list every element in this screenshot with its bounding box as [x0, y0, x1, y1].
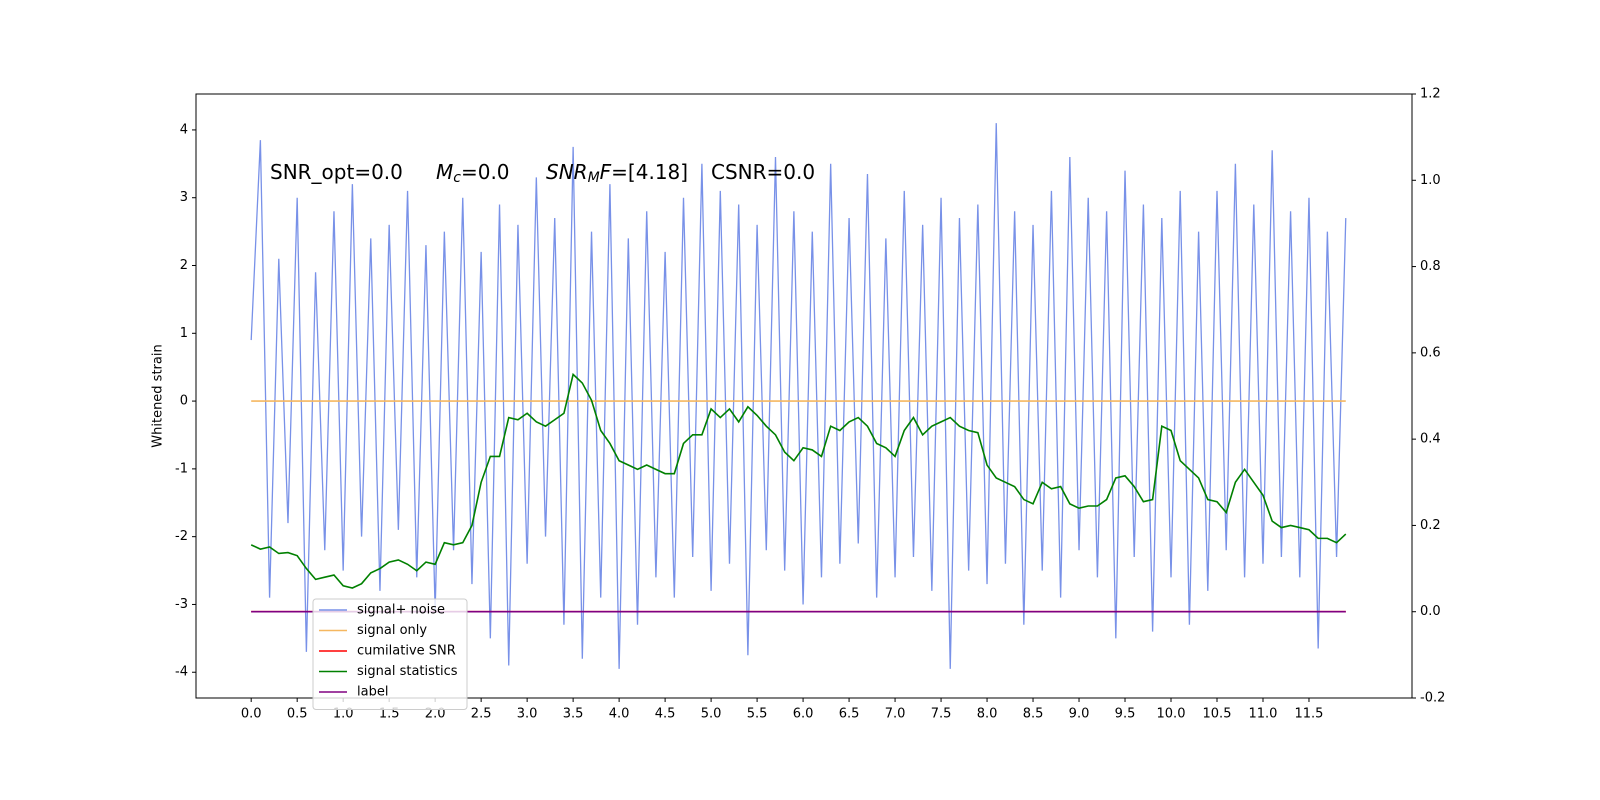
annotation-symbol: M — [436, 160, 453, 184]
x-tick-label: 5.0 — [701, 707, 722, 722]
x-tick-label: 2.5 — [471, 707, 492, 722]
x-tick-label: 3.0 — [517, 707, 538, 722]
y-tick-label: -4 — [175, 665, 188, 680]
y-axis-label: Whitened strain — [151, 344, 166, 447]
legend-label: signal statistics — [357, 664, 458, 679]
annotation: SNRMF=[4.18] — [546, 160, 688, 187]
x-tick-label: 10.0 — [1157, 707, 1186, 722]
x-tick-label: 5.5 — [747, 707, 768, 722]
legend-label: label — [357, 685, 388, 700]
y-tick-label: 1 — [180, 326, 188, 341]
legend-label: cumilative SNR — [357, 644, 456, 659]
y-tick-label: 2 — [180, 258, 188, 273]
x-tick-label: 7.5 — [931, 707, 952, 722]
annotation-text: CSNR=0.0 — [711, 160, 815, 184]
y2-tick-label: 0.4 — [1420, 432, 1441, 447]
legend-label: signal only — [357, 623, 427, 638]
annotation: CSNR=0.0 — [711, 160, 815, 184]
y2-tick-label: -0.2 — [1420, 691, 1445, 706]
x-tick-label: 7.0 — [885, 707, 906, 722]
y2-tick-label: 1.0 — [1420, 173, 1441, 188]
x-tick-label: 2.0 — [425, 707, 446, 722]
y2-tick-label: 0.6 — [1420, 345, 1441, 360]
x-tick-label: 8.5 — [1023, 707, 1044, 722]
y-tick-label: 0 — [180, 394, 188, 409]
annotation-symbol: SNR — [546, 160, 588, 184]
y-tick-label: -2 — [175, 529, 188, 544]
x-tick-label: 11.5 — [1295, 707, 1324, 722]
annotation-text: SNR_opt=0.0 — [270, 160, 403, 184]
x-tick-label: 11.0 — [1249, 707, 1278, 722]
x-tick-label: 8.0 — [977, 707, 998, 722]
annotation-symbol: F — [600, 160, 612, 184]
annotation-text: =0.0 — [461, 160, 510, 184]
plot-frame — [195, 93, 1413, 699]
annotation-subscript: M — [588, 170, 600, 186]
x-tick-label: 6.5 — [839, 707, 860, 722]
x-tick-label: 3.5 — [563, 707, 584, 722]
x-tick-label: 9.5 — [1115, 707, 1136, 722]
y2-tick-label: 1.2 — [1420, 87, 1441, 102]
y-tick-label: -1 — [175, 461, 188, 476]
x-tick-label: 0.5 — [287, 707, 308, 722]
x-tick-label: 1.5 — [379, 707, 400, 722]
y-tick-label: 4 — [180, 122, 188, 137]
series-line — [250, 123, 1347, 669]
annotation-text: =[4.18] — [611, 160, 688, 184]
x-tick-label: 4.5 — [655, 707, 676, 722]
x-tick-label: 0.0 — [241, 707, 262, 722]
y2-tick-label: 0.8 — [1420, 259, 1441, 274]
annotation: SNR_opt=0.0 — [270, 160, 403, 184]
x-tick-label: 1.0 — [333, 707, 354, 722]
y-tick-label: -3 — [175, 597, 188, 612]
annotation-subscript: c — [453, 170, 461, 186]
annotation: Mc=0.0 — [436, 160, 510, 187]
y2-tick-label: 0.0 — [1420, 604, 1441, 619]
y-tick-label: 3 — [180, 190, 188, 205]
legend-label: signal+ noise — [357, 603, 445, 618]
x-tick-label: 10.5 — [1203, 707, 1232, 722]
x-tick-label: 9.0 — [1069, 707, 1090, 722]
x-tick-label: 4.0 — [609, 707, 630, 722]
y2-tick-label: 0.2 — [1420, 518, 1441, 533]
series-line — [250, 372, 1347, 589]
x-tick-label: 6.0 — [793, 707, 814, 722]
legend-box — [312, 598, 468, 710]
